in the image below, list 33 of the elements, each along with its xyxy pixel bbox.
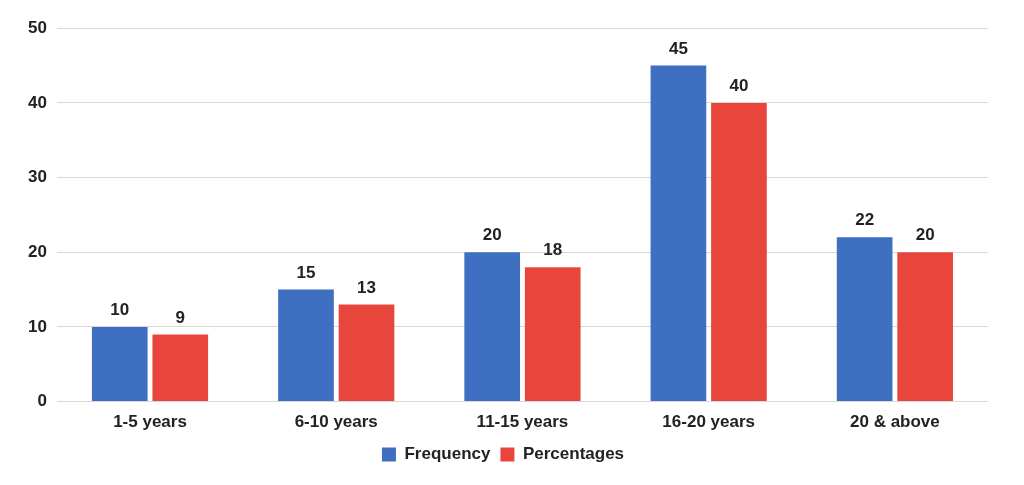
data-label: 18 [543,240,563,260]
bar [91,326,148,402]
legend-label: Percentages [522,444,625,464]
x-tick-label: 11-15 years [476,412,569,432]
data-label: 20 [482,225,502,245]
x-tick-label: 6-10 years [294,412,378,432]
y-tick-label: 0 [37,391,47,411]
x-tick-label: 16-20 years [662,412,755,432]
data-label: 15 [296,262,316,282]
y-tick-label: 30 [27,167,47,187]
data-label: 10 [110,300,130,320]
bar [650,65,707,402]
bar [338,304,395,402]
bar [524,267,581,402]
data-label: 9 [175,307,186,327]
bar [897,252,953,402]
bar [711,102,767,402]
y-tick-label: 10 [27,316,47,336]
data-label: 13 [357,277,376,297]
bar [836,237,893,402]
y-tick-label: 20 [27,241,47,261]
y-tick-label: 40 [27,92,47,112]
data-label: 40 [729,76,749,96]
bar [278,289,334,402]
data-label: 22 [855,210,875,230]
data-label: 20 [915,225,935,245]
x-tick-label: 1-5 years [113,412,187,432]
legend-label: Frequency [404,444,491,464]
y-tick-label: 50 [27,17,47,37]
data-label: 45 [668,38,688,58]
bar [152,334,209,402]
x-tick-label: 20 & above [850,412,940,432]
bar [464,252,521,402]
